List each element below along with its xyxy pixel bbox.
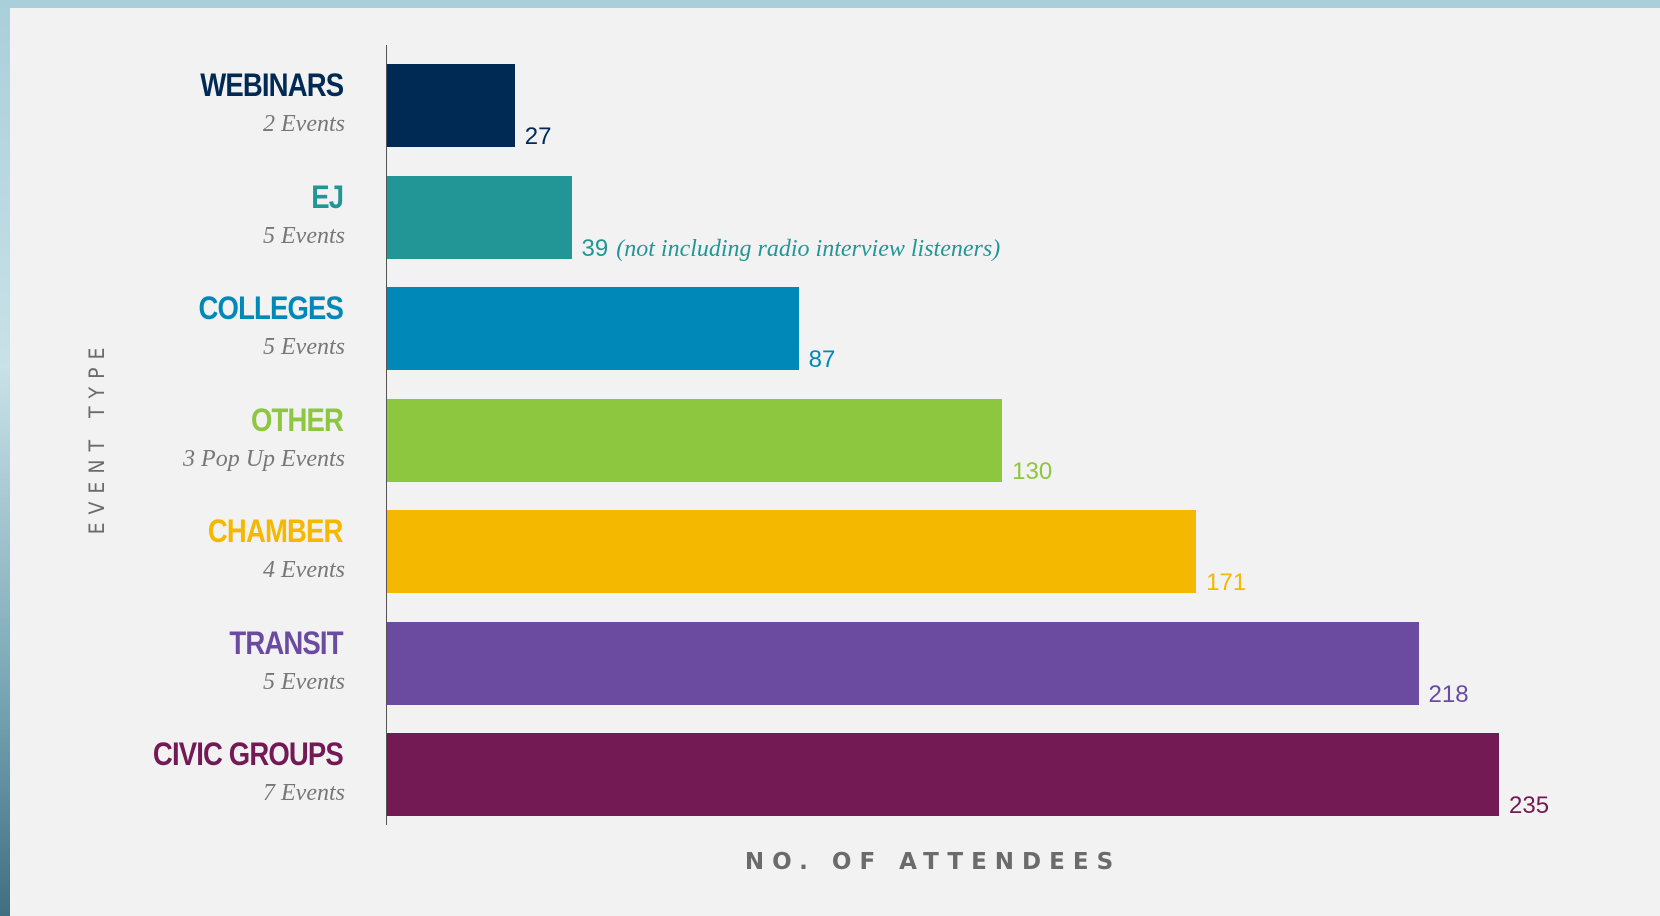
value-label: 39 (not including radio interview listene… [581,234,1001,262]
value-label: 171 [1206,571,1246,595]
value-number: 235 [1509,792,1550,819]
category-label: CHAMBER [208,513,343,549]
y-axis-title: EVENT TYPE [85,339,109,535]
bar-webinars [387,64,515,147]
x-axis-title: NO. OF ATTENDEES [744,849,1122,875]
category-subtitle: 2 Events [263,111,345,137]
bar-transit [387,621,1419,705]
category-subtitle: 5 Events [263,334,345,360]
category-subtitle: 3 Pop Up Events [183,445,345,472]
category-label: OTHER [250,401,344,438]
value-annotation: (not including radio interview listeners… [616,235,1001,262]
value-label: 130 [1012,457,1053,485]
y-axis-line [386,45,387,825]
category-subtitle: 5 Events [263,222,345,249]
value-number: 39 [581,234,609,262]
category-subtitle: 4 Events [263,557,345,583]
value-label: 87 [809,348,836,372]
bar-civic-groups [387,733,1499,816]
value-number: 171 [1206,569,1247,596]
value-number: 27 [524,123,552,150]
category-label: TRANSIT [229,624,344,661]
bar-colleges [387,287,799,370]
category-label: CIVIC GROUPS [153,736,344,772]
value-label: 218 [1428,680,1469,708]
bar-ej [387,175,572,259]
category-label: WEBINARS [200,67,344,103]
bar-other [387,398,1003,482]
value-label: 235 [1509,794,1549,818]
value-label: 27 [525,125,552,149]
category-subtitle: 5 Events [263,668,345,695]
value-number: 87 [808,346,836,373]
value-number: 130 [1012,457,1053,485]
category-label: COLLEGES [198,290,344,326]
category-subtitle: 7 Events [263,780,345,806]
value-number: 218 [1428,680,1469,708]
category-label: EJ [311,178,344,215]
bar-chamber [387,510,1197,593]
